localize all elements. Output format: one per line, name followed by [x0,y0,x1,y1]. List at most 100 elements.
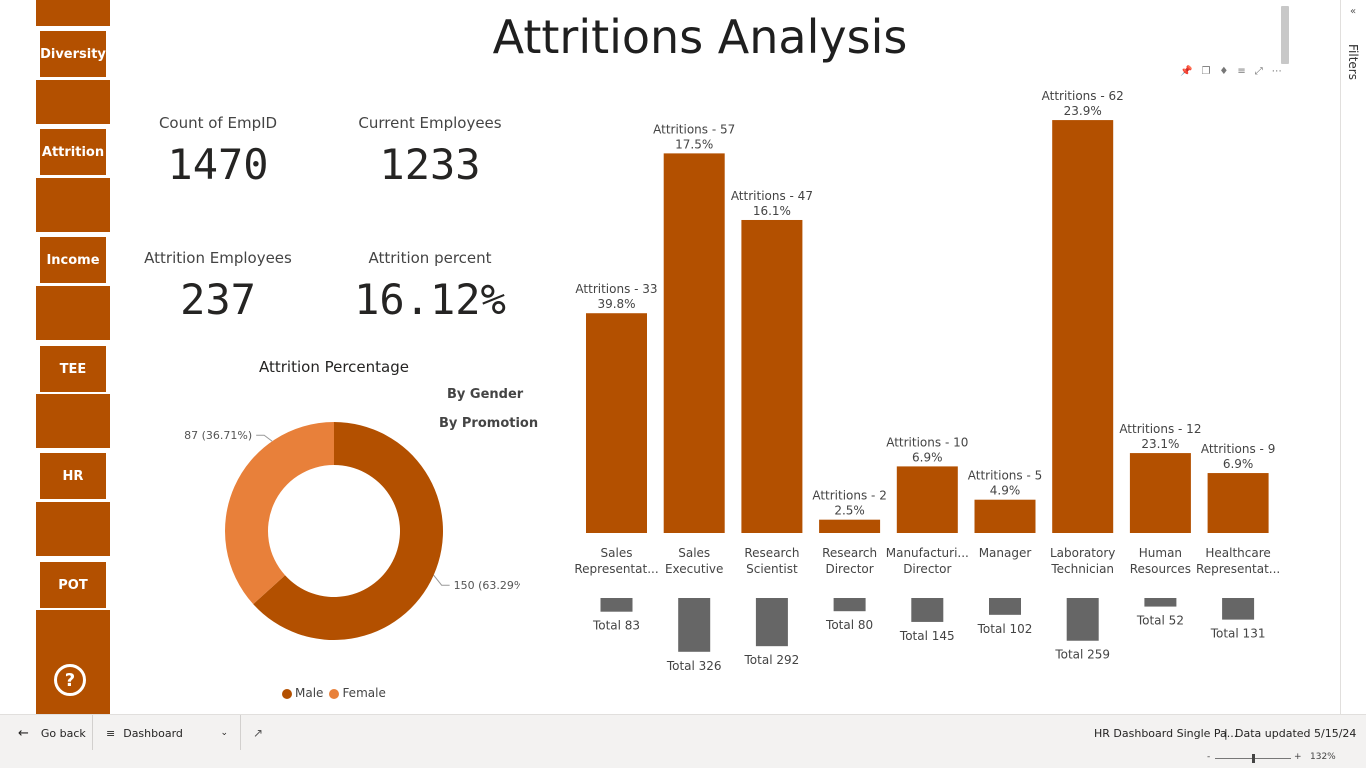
attrition-percent-label: 16.1% [753,204,791,218]
nav-button-income[interactable]: Income [38,235,108,285]
attrition-bar[interactable] [1208,473,1269,533]
sidebar-block [36,286,110,340]
total-bar[interactable] [1144,598,1176,607]
leader-line-female [256,435,272,441]
donut-slice-female[interactable] [225,422,334,604]
category-label: Research Director [822,546,877,576]
nav-button-attrition[interactable]: Attrition [38,127,108,177]
attrition-percent-label: 2.5% [834,504,865,518]
sidebar-block [36,502,110,556]
nav-button-hr[interactable]: HR [38,451,108,501]
divider [240,715,241,751]
legend-item-male[interactable]: Male [282,686,323,700]
legend-item-female[interactable]: Female [329,686,385,700]
zoom-out-button[interactable]: - [1207,752,1210,762]
attrition-bar[interactable] [664,153,725,533]
attrition-percent-label: 23.9% [1064,104,1102,118]
sidebar-block [36,80,110,124]
legend-dot-female [329,689,339,699]
scrollbar-thumb[interactable] [1281,6,1289,64]
attrition-percent-label: 23.1% [1141,437,1179,451]
kpi-label-attrition-employees: Attrition Employees [118,249,318,267]
attrition-bar[interactable] [1052,120,1113,533]
total-data-label: Total 83 [592,619,640,633]
attrition-bar[interactable] [586,313,647,533]
collapse-icon[interactable]: ↗ [253,715,263,751]
attrition-percent-label: 39.8% [597,297,635,311]
total-bar[interactable] [601,598,633,612]
zoom-slider-handle[interactable] [1252,754,1255,763]
chevron-left-icon[interactable]: « [1350,6,1356,17]
sidebar-block [36,394,110,448]
category-label: Sales Executive [665,546,723,576]
total-bar[interactable] [911,598,943,622]
bell-icon[interactable]: ♦ [1219,66,1228,77]
kpi-value-attrition-percent: 16.12% [330,275,530,324]
attrition-donut-chart[interactable]: 150 (63.29%) 87 (36.71%) [160,410,520,670]
zoom-level: 132% [1310,752,1336,762]
help-icon[interactable]: ? [54,664,86,696]
attrition-bar[interactable] [741,220,802,533]
zoom-in-button[interactable]: + [1294,752,1302,762]
page-title: Attritions Analysis [430,10,970,64]
category-label: Sales Representat... [574,546,658,576]
data-label-male: 150 (63.29%) [454,579,520,592]
bottom-navigation-bar: ← Go back ≡ Dashboard ⌄ ↗ HR Dashboard S… [0,714,1366,750]
attrition-data-label: Attritions - 2 [812,489,887,503]
total-data-label: Total 326 [666,659,722,673]
copy-icon[interactable]: ❐ [1201,66,1210,77]
attrition-percent-label: 6.9% [912,450,943,464]
filters-pane[interactable] [1340,0,1366,714]
category-label: Human Resources [1130,546,1191,576]
category-label: Healthcare Representat... [1196,546,1280,576]
more-options-icon[interactable]: ⋯ [1272,66,1282,77]
focus-mode-icon[interactable]: ⤢ [1255,66,1263,77]
filter-icon[interactable]: ≡ [1237,66,1245,77]
total-bar[interactable] [1222,598,1254,620]
arrow-left-icon: ← [18,726,29,741]
kpi-label-attrition-percent: Attrition percent [330,249,530,267]
sidebar-block [36,178,110,232]
attrition-data-label: Attritions - 57 [653,122,735,136]
filters-label[interactable]: Filters [1346,44,1360,80]
total-bar[interactable] [834,598,866,611]
attrition-bar[interactable] [897,466,958,533]
total-bar[interactable] [989,598,1021,615]
data-label-female: 87 (36.71%) [184,429,252,442]
divider [92,715,93,751]
category-label: Laboratory Technician [1050,546,1115,576]
kpi-label-count-empid: Count of EmpID [118,114,318,132]
attrition-percent-label: 4.9% [990,484,1021,498]
status-bar [0,750,1366,768]
total-data-label: Total 80 [825,618,873,632]
attrition-data-label: Attritions - 9 [1201,442,1276,456]
kpi-value-count-empid: 1470 [118,140,318,189]
nav-button-pot[interactable]: POT [38,560,108,610]
total-data-label: Total 102 [977,622,1033,636]
page-selector-dropdown[interactable]: ≡ Dashboard ⌄ [106,715,230,751]
nav-button-diversity[interactable]: Diversity [38,29,108,79]
category-label: Manufacturi... Director [886,546,969,576]
attrition-bar[interactable] [975,500,1036,533]
visual-header-icons: 📌 ❐ ♦ ≡ ⤢ ⋯ [1180,66,1282,77]
go-back-button[interactable]: ← Go back [18,715,86,751]
leader-line-male [434,575,450,585]
kpi-label-current-employees: Current Employees [330,114,530,132]
sidebar-block [36,0,110,26]
kpi-value-attrition-employees: 237 [118,275,318,324]
nav-button-tee[interactable]: TEE [38,344,108,394]
attrition-bar[interactable] [1130,453,1191,533]
toggle-by-gender[interactable]: By Gender [447,387,523,402]
total-bar[interactable] [678,598,710,652]
chevron-down-icon: ⌄ [220,728,228,738]
total-data-label: Total 52 [1136,614,1184,628]
list-icon: ≡ [106,727,115,740]
total-bar[interactable] [756,598,788,646]
donut-title: Attrition Percentage [234,358,434,376]
report-name: HR Dashboard Single Pa... [1094,715,1237,751]
attrition-bar[interactable] [819,520,880,533]
divider: | [1224,715,1228,751]
total-bar[interactable] [1067,598,1099,641]
pin-icon[interactable]: 📌 [1180,66,1192,77]
